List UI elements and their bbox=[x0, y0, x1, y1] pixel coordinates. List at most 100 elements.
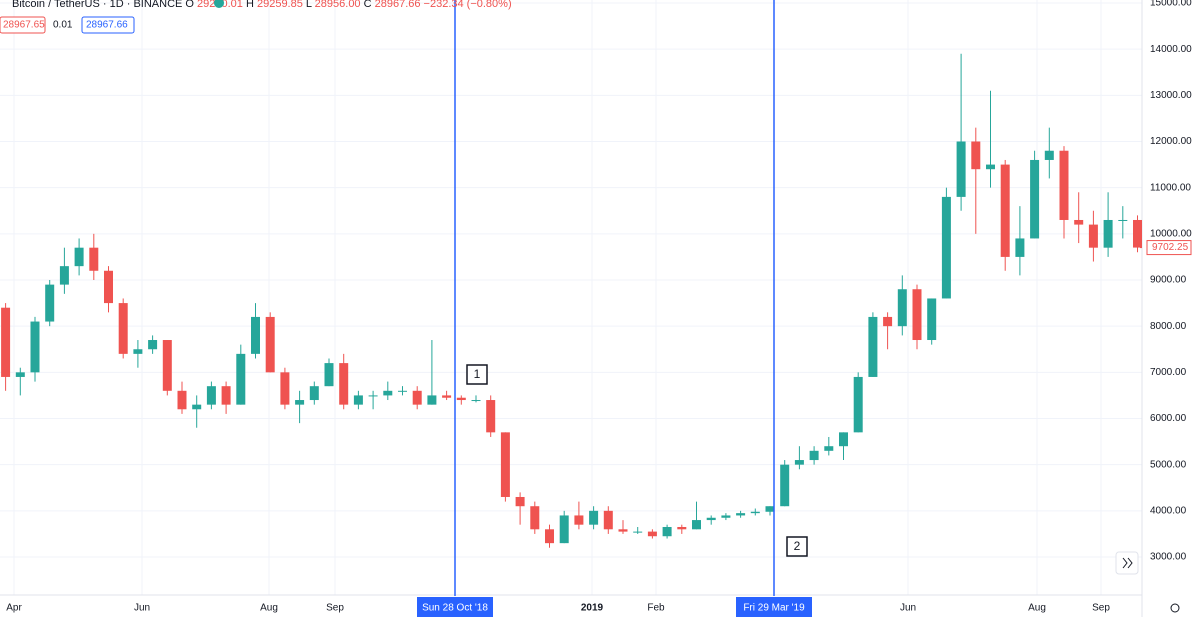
candle-body bbox=[398, 390, 407, 392]
candle-body bbox=[677, 526, 687, 530]
candle-body bbox=[353, 395, 363, 405]
candle-body bbox=[941, 196, 951, 299]
y-tick-label: 4000.00 bbox=[1150, 505, 1187, 516]
header-field: O bbox=[185, 0, 197, 10]
y-tick-label: 13000.00 bbox=[1150, 90, 1192, 101]
candle-body bbox=[736, 513, 746, 516]
marker-date: Sun 28 Oct '18 bbox=[422, 603, 488, 614]
x-tick-label: Aug bbox=[260, 603, 278, 614]
x-tick-label: Sep bbox=[326, 603, 344, 614]
candle-body bbox=[706, 517, 716, 521]
header-field: 29259.85 bbox=[257, 0, 306, 10]
y-tick-label: 7000.00 bbox=[1150, 367, 1187, 378]
candle-body bbox=[280, 372, 290, 405]
marker-date: Fri 29 Mar '19 bbox=[743, 603, 805, 614]
candle-body bbox=[574, 515, 584, 525]
candle-body bbox=[295, 400, 305, 405]
candle-body bbox=[15, 372, 25, 377]
candle-body bbox=[530, 506, 540, 530]
candle-body bbox=[1118, 219, 1128, 221]
y-tick-label: 15000.00 bbox=[1150, 0, 1192, 9]
marker-number: 2 bbox=[794, 539, 801, 553]
candle-body bbox=[633, 531, 643, 533]
y-tick-label: 8000.00 bbox=[1150, 321, 1187, 332]
marker-box bbox=[786, 536, 808, 557]
candle-body bbox=[515, 496, 525, 507]
candle-body bbox=[1074, 219, 1084, 225]
candle-body bbox=[221, 386, 231, 405]
candle-body bbox=[956, 141, 966, 197]
x-tick-label: Feb bbox=[647, 603, 665, 614]
candle-body bbox=[765, 506, 775, 512]
candle-body bbox=[192, 404, 202, 410]
candle-body bbox=[148, 340, 158, 350]
marker-date-box bbox=[417, 597, 493, 617]
y-tick-label: 12000.00 bbox=[1150, 136, 1192, 147]
candle-body bbox=[971, 141, 981, 170]
candle-body bbox=[1, 307, 11, 377]
candle-body bbox=[927, 298, 937, 341]
x-tick-label: 2019 bbox=[581, 603, 604, 614]
ask-box bbox=[81, 16, 135, 34]
candle-body bbox=[868, 316, 878, 377]
x-tick-label: Apr bbox=[6, 603, 22, 614]
candle-body bbox=[883, 316, 893, 327]
marker-box bbox=[466, 364, 488, 385]
header-field: C bbox=[364, 0, 375, 10]
y-tick-label: 14000.00 bbox=[1150, 44, 1192, 55]
header-field: Bitcoin / TetherUS · 1D · BINANCE bbox=[12, 0, 185, 10]
candle-body bbox=[589, 510, 599, 525]
candle-body bbox=[1088, 224, 1098, 248]
candle-body bbox=[89, 247, 99, 271]
candle-body bbox=[839, 432, 848, 447]
candle-body bbox=[162, 340, 172, 391]
candle-body bbox=[824, 446, 834, 451]
y-tick-label: 11000.00 bbox=[1150, 182, 1191, 193]
candle-body bbox=[265, 316, 275, 373]
candle-body bbox=[1059, 150, 1069, 220]
last-price-label: 9702.25 bbox=[1152, 242, 1189, 253]
candle-body bbox=[118, 303, 128, 354]
candle-body bbox=[309, 386, 319, 401]
y-tick-label: 9000.00 bbox=[1150, 275, 1187, 286]
header-field: H bbox=[246, 0, 257, 10]
candle-body bbox=[442, 395, 452, 398]
settings-icon[interactable] bbox=[1170, 603, 1180, 613]
candle-body bbox=[780, 464, 790, 507]
candle-body bbox=[74, 247, 84, 267]
candle-body bbox=[721, 515, 731, 518]
candle-body bbox=[324, 363, 334, 387]
marker-date-box bbox=[736, 597, 812, 617]
x-tick-label: Sep bbox=[1092, 603, 1110, 614]
candle-body bbox=[750, 511, 760, 514]
candle-body bbox=[912, 289, 922, 341]
candle-body bbox=[456, 397, 466, 401]
candle-body bbox=[1133, 219, 1142, 248]
header-field: L bbox=[306, 0, 315, 10]
x-tick-label: Aug bbox=[1028, 603, 1046, 614]
spread: 0.01 bbox=[53, 20, 73, 31]
candle-body bbox=[853, 376, 863, 433]
candle-body bbox=[1030, 159, 1040, 239]
candle-body bbox=[1000, 164, 1010, 257]
candle-body bbox=[1015, 238, 1025, 257]
candle-body bbox=[647, 531, 657, 537]
header: Bitcoin / TetherUS · 1D · BINANCE O 2920… bbox=[12, 0, 512, 10]
header-field: 28967.66 bbox=[375, 0, 424, 10]
candle-body bbox=[692, 520, 701, 530]
header-field: −232.34 (−0.80%) bbox=[424, 0, 512, 10]
candle-body bbox=[206, 386, 216, 405]
candle-body bbox=[809, 450, 819, 461]
y-tick-label: 6000.00 bbox=[1150, 413, 1187, 424]
candle-body bbox=[603, 510, 613, 530]
candle-body bbox=[59, 266, 69, 285]
candle-body bbox=[897, 289, 907, 327]
candle-body bbox=[486, 400, 496, 433]
candle-body bbox=[545, 529, 554, 544]
candle-body bbox=[104, 270, 113, 304]
candle-body bbox=[1044, 150, 1054, 160]
last-price-box bbox=[1146, 240, 1192, 256]
bid: 28967.65 bbox=[3, 20, 45, 31]
candle-body bbox=[383, 390, 393, 396]
marker-number: 1 bbox=[474, 367, 481, 381]
